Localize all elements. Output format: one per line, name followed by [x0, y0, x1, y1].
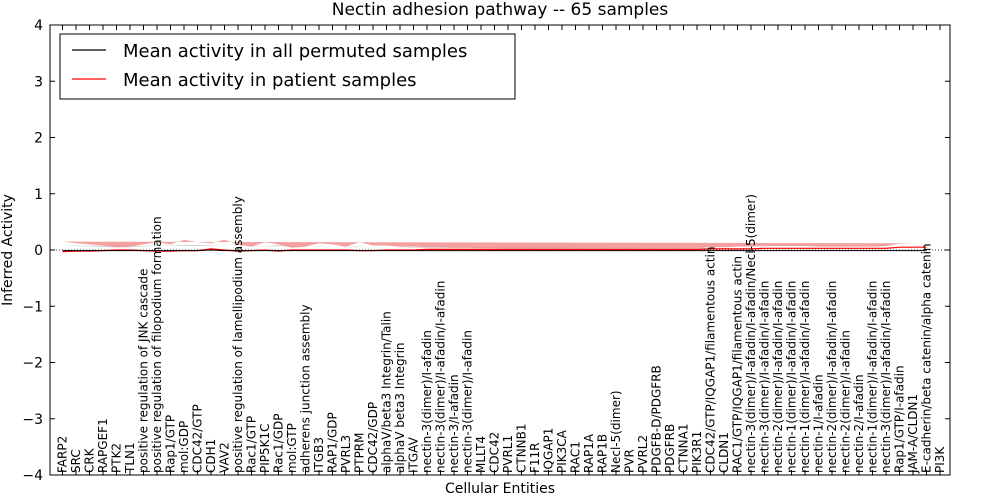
x-tick-label: nectin-3(dimer)/I-afadin/I-afadin — [434, 281, 448, 473]
legend-label-patient: Mean activity in patient samples — [123, 70, 417, 91]
x-tick-label: PTPRM — [353, 433, 367, 474]
y-axis: −4 −3 −2 −1 0 1 2 3 4 — [22, 18, 950, 484]
y-tick-label: 4 — [34, 18, 43, 34]
x-tick-label: mol:GTP — [285, 423, 299, 473]
x-tick-label: CTNNA1 — [677, 423, 691, 473]
x-tick-label: nectin-1/I-afadin — [812, 374, 826, 473]
x-tick-label: RAC1 — [569, 441, 583, 473]
legend-box — [59, 33, 516, 100]
x-tick-label: CRK — [83, 447, 97, 473]
x-tick-label: nectin-2/I-afadin — [852, 374, 866, 473]
x-tick-label: CDC42/GTP/IQGAP1/filamentous actin — [704, 247, 718, 473]
y-tick-label: 0 — [34, 243, 43, 259]
x-tick-label: nectin-1(dimer)/I-afadin/I-afadin — [798, 281, 812, 473]
x-tick-label: positive regulation of filopodium format… — [150, 216, 164, 473]
x-tick-label: Rac1/GTP — [245, 416, 259, 473]
x-tick-label: CDC42/GDP — [366, 402, 380, 473]
x-tick-label: Rap1/GTP — [164, 415, 178, 473]
x-tick-label: nectin-3(dimer)/I-afadin — [420, 330, 434, 473]
y-tick-label: −4 — [22, 468, 43, 484]
x-tick-label: IQGAP1 — [542, 428, 556, 473]
band-permuted — [62, 244, 927, 249]
legend: Mean activity in all permuted samples Me… — [59, 33, 516, 100]
y-tick-label: 3 — [34, 74, 43, 90]
x-tick-label: PIP5K1C — [258, 423, 272, 473]
x-tick-label: F11R — [528, 442, 542, 473]
y-tick-label: −1 — [22, 299, 43, 315]
y-tick-label: −2 — [22, 356, 43, 372]
x-tick-label: CDH1 — [204, 439, 218, 473]
x-tick-label: TLN1 — [123, 442, 137, 474]
x-tick-label: alphaV/beta3 Integrin/Talin — [380, 311, 394, 473]
x-tick-label: nectin-2(dimer)/I-afadin — [839, 330, 853, 473]
x-tick-label: PI3K — [933, 446, 947, 473]
x-tick-label: PVRL3 — [339, 435, 353, 473]
x-tick-label: VAV2 — [218, 442, 232, 473]
x-tick-label: nectin-3(dimer)/I-afadin/I-afadin — [758, 281, 772, 473]
x-tick-label: PVRL2 — [636, 435, 650, 473]
x-tick-label: ITGAV — [407, 436, 421, 473]
x-tick-label: Rac1/GDP — [272, 414, 286, 473]
x-tick-label: PTK2 — [110, 443, 124, 473]
chart-title: Nectin adhesion pathway -- 65 samples — [332, 0, 669, 20]
x-tick-label: RAPGEF1 — [96, 418, 110, 473]
x-tick-label: nectin-2(dimer)/I-afadin/I-afadin — [825, 281, 839, 473]
x-tick-label: CDC42/GTP — [191, 404, 205, 473]
x-tick-label: RAC1/GTP/IQGAP1/filamentous actin — [731, 256, 745, 473]
y-axis-label: Inferred Activity — [0, 194, 16, 306]
x-tick-label: FARP2 — [56, 436, 70, 473]
x-tick-label: mol:GDP — [177, 421, 191, 473]
x-tick-label: alphaV beta3 Integrin — [393, 342, 407, 473]
x-tick-label: nectin-3(dimer)/I-afadin/I-afadin/Necl-5… — [744, 194, 758, 473]
x-tick-label: nectin-3(dimer)/I-afadin/I-afadin — [879, 281, 893, 473]
y-tick-label: 2 — [34, 131, 43, 147]
x-tick-label: CLDN1 — [717, 432, 731, 473]
plot-frame — [49, 24, 951, 476]
x-tick-label: RAP1B — [596, 434, 610, 473]
y-tick-label: −3 — [22, 412, 43, 428]
x-tick-label: nectin-2(dimer)/I-afadin/I-afadin — [771, 281, 785, 473]
x-tick-label: ITGB3 — [312, 437, 326, 473]
x-tick-label: PDGFB-D/PDGFRB — [650, 365, 664, 473]
band-patient — [62, 239, 927, 249]
x-tick-label: PIK3CA — [555, 429, 569, 473]
x-tick-label: positive regulation of lamellipodium ass… — [231, 196, 245, 473]
x-tick-label: nectin-3(dimer)/I-afadin — [461, 330, 475, 473]
x-tick-label: Rap1/GTP/I-afadin — [893, 365, 907, 473]
x-tick-label: PIK3R1 — [690, 431, 704, 473]
x-tick-label: RAP1A — [582, 433, 596, 473]
x-tick-label: JAM-A/CLDN1 — [906, 394, 920, 474]
x-axis-label: Cellular Entities — [445, 481, 555, 497]
x-tick-label: nectin-1(dimer)/I-afadin/I-afadin — [866, 281, 880, 473]
y-tick-label: 1 — [34, 187, 43, 203]
x-tick-label: E-cadherin/beta catenin/alpha catenin — [920, 243, 934, 473]
permuted-mean-line — [62, 249, 927, 252]
x-tick-label: PVR — [623, 449, 637, 473]
x-tick-label: CTNNB1 — [515, 423, 529, 473]
series-lines — [62, 246, 927, 253]
x-tick-label: Necl-5(dimer) — [609, 390, 623, 473]
x-tick-label: CDC42 — [488, 432, 502, 473]
x-tick-label: nectin-3/I-afadin — [447, 374, 461, 473]
x-tick-label: adherens junction assembly — [299, 304, 313, 473]
x-tick-label: SRC — [69, 449, 83, 473]
x-tick-label: RAP1/GDP — [326, 412, 340, 473]
confidence-bands — [62, 239, 927, 249]
legend-label-permuted: Mean activity in all permuted samples — [123, 41, 467, 62]
x-tick-label: PVRL1 — [501, 435, 515, 473]
patient-mean-line — [62, 246, 927, 253]
x-tick-label: PDGFRB — [663, 424, 677, 473]
x-tick-label: MLLT4 — [474, 436, 488, 473]
x-tick-label: positive regulation of JNK cascade — [137, 269, 151, 473]
x-tick-label: nectin-1(dimer)/I-afadin/I-afadin — [785, 281, 799, 473]
x-axis: FARP2 SRC CRK RAPGEF1 PTK2 TLN1 positive regul… — [56, 25, 947, 475]
